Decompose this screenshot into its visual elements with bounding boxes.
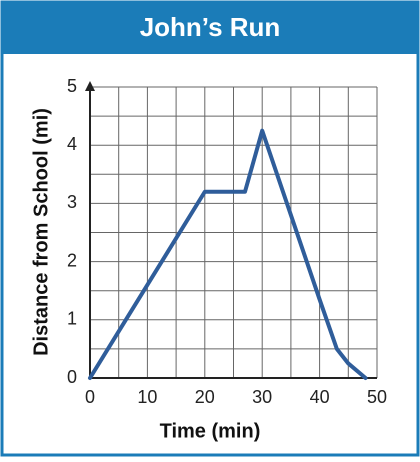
- y-tick-label: 3: [67, 192, 77, 212]
- data-line: [88, 128, 368, 380]
- y-tick-label: 5: [67, 76, 77, 96]
- y-tick-label: 1: [67, 309, 77, 329]
- title-banner: [2, 2, 418, 54]
- y-axis-label: Distance from School (mi): [30, 108, 52, 356]
- x-tick-label: 30: [252, 387, 272, 407]
- y-axis-arrow: [85, 81, 95, 91]
- y-tick-label: 2: [67, 250, 77, 270]
- chart-title: John’s Run: [140, 12, 281, 42]
- y-tick-label: 0: [67, 367, 77, 387]
- y-tick-label: 4: [67, 134, 77, 154]
- x-tick-label: 10: [137, 387, 157, 407]
- x-axis-label: Time (min): [160, 420, 261, 442]
- x-tick-label: 50: [367, 387, 387, 407]
- x-tick-label: 0: [85, 387, 95, 407]
- x-tick-label: 40: [310, 387, 330, 407]
- x-tick-label: 20: [195, 387, 215, 407]
